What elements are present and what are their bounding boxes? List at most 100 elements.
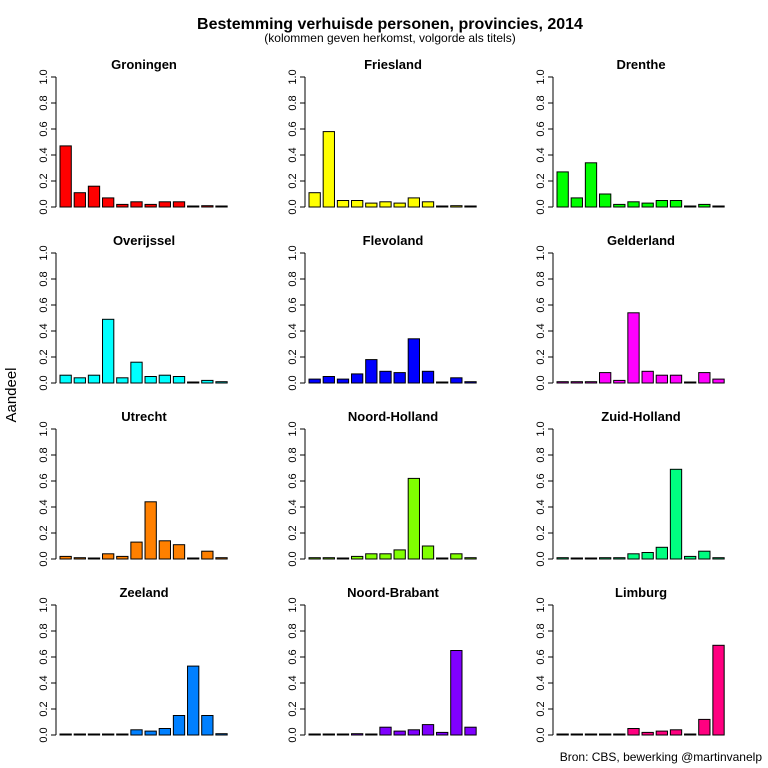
bar-friesland (570, 381, 583, 384)
bar-overijssel (351, 200, 364, 208)
bar-overijssel (102, 553, 115, 560)
y-tick-label: 0.2 (38, 525, 50, 540)
bar-utrecht (393, 202, 406, 208)
y-tick-label: 0.4 (38, 675, 50, 690)
y-tick-label: 0.8 (287, 623, 299, 638)
bar-groningen (556, 557, 569, 560)
bar-noord-holland (655, 546, 668, 560)
y-tick-label: 0.0 (38, 199, 50, 214)
panel-title: Zeeland (119, 585, 168, 600)
bar-drenthe (336, 200, 350, 208)
bar-zuid-holland (421, 370, 435, 384)
panel-limburg: Limburg 0.0 0.2 0.4 0.6 0.8 1.0 (535, 585, 725, 743)
bar-groningen (59, 374, 72, 384)
y-tick-label: 1.0 (287, 245, 299, 260)
y-tick-label: 0.2 (535, 525, 547, 540)
bar-drenthe (87, 557, 101, 560)
y-tick-label: 0.6 (38, 297, 50, 312)
panel-overijssel: Overijssel 0.0 0.2 0.4 0.6 0.8 1.0 (38, 233, 228, 391)
y-tick-label: 1.0 (38, 245, 50, 260)
y-tick-label: 0.2 (535, 173, 547, 188)
y-tick-label: 0.4 (38, 499, 50, 514)
y-tick-label: 0.0 (535, 375, 547, 390)
bar-utrecht (393, 730, 406, 736)
bar-utrecht (144, 501, 157, 560)
bar-gelderland (130, 729, 143, 736)
bar-utrecht (144, 730, 157, 736)
bar-zuid-holland (172, 376, 186, 384)
bar-flevoland (613, 379, 626, 384)
bar-flevoland (116, 203, 129, 208)
bar-groningen (308, 378, 321, 384)
bar-noord-brabant (698, 718, 711, 736)
bar-zeeland (436, 731, 449, 736)
panel-noord-brabant: Noord-Brabant 0.0 0.2 0.4 0.6 0.8 1.0 (287, 585, 477, 743)
y-axis-label: Aandeel (3, 367, 20, 422)
bar-friesland (73, 192, 86, 208)
y-tick-label: 0.4 (38, 147, 50, 162)
bar-drenthe (584, 162, 598, 208)
bar-noord-brabant (698, 372, 711, 384)
bar-groningen (556, 733, 569, 736)
y-tick-label: 0.2 (287, 701, 299, 716)
bar-limburg (215, 205, 228, 208)
bar-zuid-holland (421, 545, 435, 560)
y-tick-label: 0.6 (535, 473, 547, 488)
bar-limburg (215, 733, 228, 736)
y-tick-label: 1.0 (287, 597, 299, 612)
bar-noord-brabant (201, 205, 214, 208)
bar-noord-brabant (698, 203, 711, 208)
y-tick-label: 0.6 (535, 121, 547, 136)
y-tick-label: 0.8 (38, 447, 50, 462)
y-tick-label: 0.8 (535, 623, 547, 638)
bar-friesland (570, 557, 583, 560)
bar-drenthe (584, 733, 598, 736)
bar-utrecht (393, 549, 406, 560)
y-tick-label: 0.2 (535, 349, 547, 364)
bar-flevoland (116, 555, 129, 560)
bar-noord-holland (407, 197, 420, 208)
y-tick-label: 0.4 (287, 499, 299, 514)
y-tick-label: 0.8 (287, 95, 299, 110)
bar-limburg (712, 205, 725, 208)
bar-limburg (464, 205, 477, 208)
panel-title: Flevoland (363, 233, 424, 248)
bar-gelderland (379, 201, 392, 208)
bar-groningen (59, 145, 72, 208)
y-tick-label: 0.8 (38, 271, 50, 286)
y-tick-label: 0.4 (535, 499, 547, 514)
bar-zuid-holland (172, 715, 186, 736)
bar-utrecht (144, 203, 157, 208)
panel-title: Noord-Holland (348, 409, 438, 424)
y-tick-label: 0.6 (287, 473, 299, 488)
bar-zeeland (684, 555, 697, 560)
y-tick-label: 1.0 (535, 597, 547, 612)
panel-title: Gelderland (607, 233, 675, 248)
bar-limburg (215, 557, 228, 560)
bar-zeeland (684, 205, 697, 208)
y-tick-label: 1.0 (287, 421, 299, 436)
bar-overijssel (102, 733, 115, 736)
panel-title: Friesland (364, 57, 422, 72)
bar-zuid-holland (172, 201, 186, 208)
bar-zeeland (187, 205, 200, 208)
bar-noord-holland (655, 200, 668, 208)
bar-noord-holland (407, 477, 420, 560)
bar-drenthe (584, 557, 598, 560)
bar-drenthe (87, 733, 101, 736)
bar-gelderland (627, 728, 640, 736)
bar-flevoland (116, 377, 129, 384)
y-tick-label: 1.0 (535, 245, 547, 260)
panel-drenthe: Drenthe 0.0 0.2 0.4 0.6 0.8 1.0 (535, 57, 725, 215)
bar-friesland (322, 557, 335, 560)
y-tick-label: 0.6 (287, 297, 299, 312)
bar-utrecht (641, 202, 654, 208)
bar-utrecht (641, 552, 654, 560)
bar-overijssel (599, 372, 612, 384)
bar-limburg (464, 726, 477, 736)
y-tick-label: 0.6 (38, 473, 50, 488)
bar-limburg (712, 644, 725, 736)
bar-noord-holland (407, 729, 420, 736)
y-tick-label: 0.0 (38, 551, 50, 566)
y-tick-label: 0.0 (287, 727, 299, 742)
